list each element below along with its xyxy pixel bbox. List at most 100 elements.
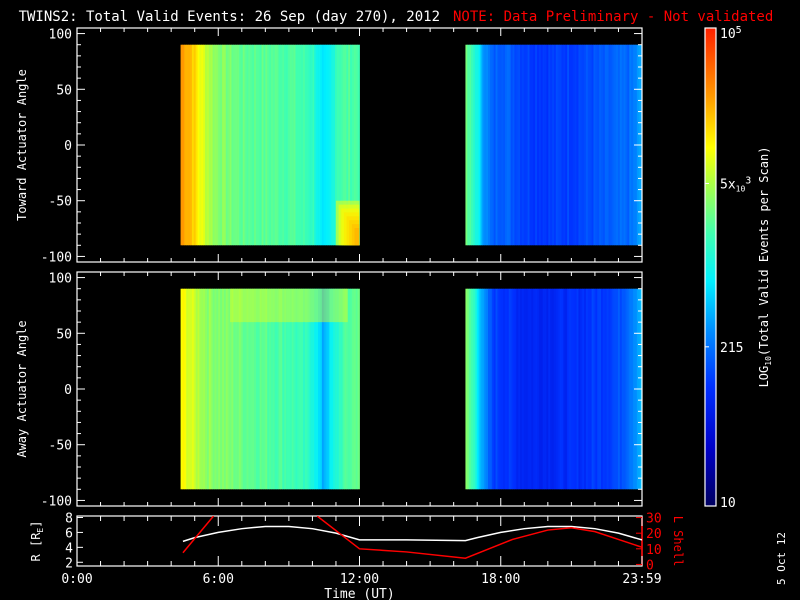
spectrogram-cell: [486, 288, 489, 490]
spectrogram-cell: [514, 44, 517, 246]
spectrogram-cell: [533, 44, 536, 246]
spectrogram-cell: [604, 44, 608, 246]
spectrogram-cell: [304, 288, 308, 490]
spectrogram-cell: [182, 44, 185, 246]
spectrogram-cell: [580, 288, 583, 490]
spectrogram-cell: [482, 44, 485, 246]
spectrogram-cell: [555, 288, 559, 490]
spectrogram-cell: [355, 44, 359, 246]
spectrogram-cell: [621, 288, 625, 490]
spectrogram-cell: [488, 288, 491, 490]
spectrogram-cell: [282, 44, 285, 246]
spectrogram-cell: [351, 288, 355, 490]
spectrogram-cell: [261, 44, 264, 246]
spectrogram-cell: [488, 44, 491, 246]
r-distance-line: [182, 525, 642, 543]
spectrogram-cell: [289, 288, 293, 490]
spectrogram-cell: [316, 288, 319, 490]
spectrogram-cell: [546, 44, 549, 246]
y-axis-label: Toward Actuator Angle: [15, 69, 29, 221]
x-tick-label: 12:00: [340, 572, 379, 587]
spectrogram-cell: [606, 288, 609, 490]
spectrogram-cell: [312, 288, 315, 490]
spectrogram-cell: [608, 44, 611, 246]
spectrogram-cell: [484, 44, 487, 246]
spectrogram-cell: [567, 44, 570, 246]
spectrogram-cell: [180, 288, 183, 490]
away-panel: 100 50 0 -50 -100 Away Actuator Angle: [15, 271, 643, 509]
spectrogram-cell: [327, 288, 330, 490]
spectrogram-cell: [333, 44, 336, 246]
spectrogram-cell: [246, 288, 249, 490]
y-tick-label: 4: [65, 541, 73, 556]
spectrogram-cell: [512, 288, 515, 490]
spectrogram-cell: [585, 288, 589, 490]
spectrogram-cell: [304, 44, 308, 246]
spectrogram-cell: [563, 288, 566, 490]
spectrogram-cell: [616, 44, 619, 246]
spectrogram-cell: [499, 44, 502, 246]
spectrogram-cell: [270, 44, 274, 246]
spectrogram-cell: [269, 288, 272, 490]
spectrogram-cell: [587, 288, 591, 490]
spectrogram-cell: [506, 288, 510, 490]
spectrogram-cell: [297, 288, 300, 490]
colorbar-gradient: [704, 27, 717, 507]
spectrogram-cell: [348, 288, 351, 490]
spectrogram-cell: [353, 44, 357, 246]
spectrogram-cell: [606, 44, 609, 246]
spectrogram-cell: [561, 44, 564, 246]
right-y-tick-label: 10: [646, 543, 662, 558]
spectrogram-cell: [553, 288, 557, 490]
spectrogram-cell: [591, 44, 594, 246]
preliminary-note: NOTE: Data Preliminary - Not validated: [453, 9, 773, 25]
spectrogram-cell: [516, 288, 519, 490]
spectrogram-cell: [572, 44, 576, 246]
spectrogram-cell: [195, 288, 198, 490]
spectrogram-cell: [601, 44, 604, 246]
spectrogram-cell: [214, 44, 217, 246]
spectrogram-cell: [593, 44, 596, 246]
spectrogram-cell: [602, 288, 606, 490]
spectrogram-cell: [555, 44, 559, 246]
l-shell-line: [182, 516, 215, 554]
spectrogram-cell: [572, 288, 576, 490]
spectrogram-cell: [544, 288, 547, 490]
spectrogram-cell: [625, 288, 628, 490]
spectrogram-cell: [503, 44, 506, 246]
spectrogram-cell: [248, 44, 251, 246]
spectrogram-cell: [527, 44, 530, 246]
y-tick-label: -100: [41, 494, 72, 509]
spectrogram-cell: [631, 288, 634, 490]
spectrogram-cell: [235, 288, 238, 490]
spectrogram-cell: [489, 288, 493, 490]
colorbar-tick-label: 10: [720, 496, 736, 511]
spectrogram-cell: [338, 288, 342, 490]
spectrogram-cell: [542, 288, 545, 490]
spectrogram-cell: [197, 288, 200, 490]
spectrogram-cell: [205, 44, 208, 246]
y-tick-label: 0: [64, 383, 72, 398]
spectrogram-cell: [580, 44, 583, 246]
spectrogram-cell: [259, 288, 262, 490]
spectrogram-cell: [272, 288, 276, 490]
spectrogram-cell: [252, 288, 255, 490]
spectrogram-cell: [619, 44, 623, 246]
spectrogram-cell: [265, 288, 268, 490]
spectrogram-cell: [612, 288, 615, 490]
spectrogram-cell: [474, 288, 478, 490]
spectrogram-cell: [527, 288, 530, 490]
spectrogram-cell: [308, 288, 311, 490]
y-axis-label: Away Actuator Angle: [15, 320, 29, 457]
spectrogram-cell: [319, 288, 323, 490]
spectrogram-cell: [484, 288, 487, 490]
spectrogram-cell: [552, 44, 555, 246]
spectrogram-cell: [504, 44, 508, 246]
y-tick-label: 50: [56, 327, 72, 342]
spectrogram-cell: [257, 44, 261, 246]
spectrogram-cell: [610, 44, 613, 246]
spectrogram-cell: [289, 44, 293, 246]
spectrogram-cell: [548, 44, 551, 246]
y-tick-label: 6: [65, 526, 73, 541]
